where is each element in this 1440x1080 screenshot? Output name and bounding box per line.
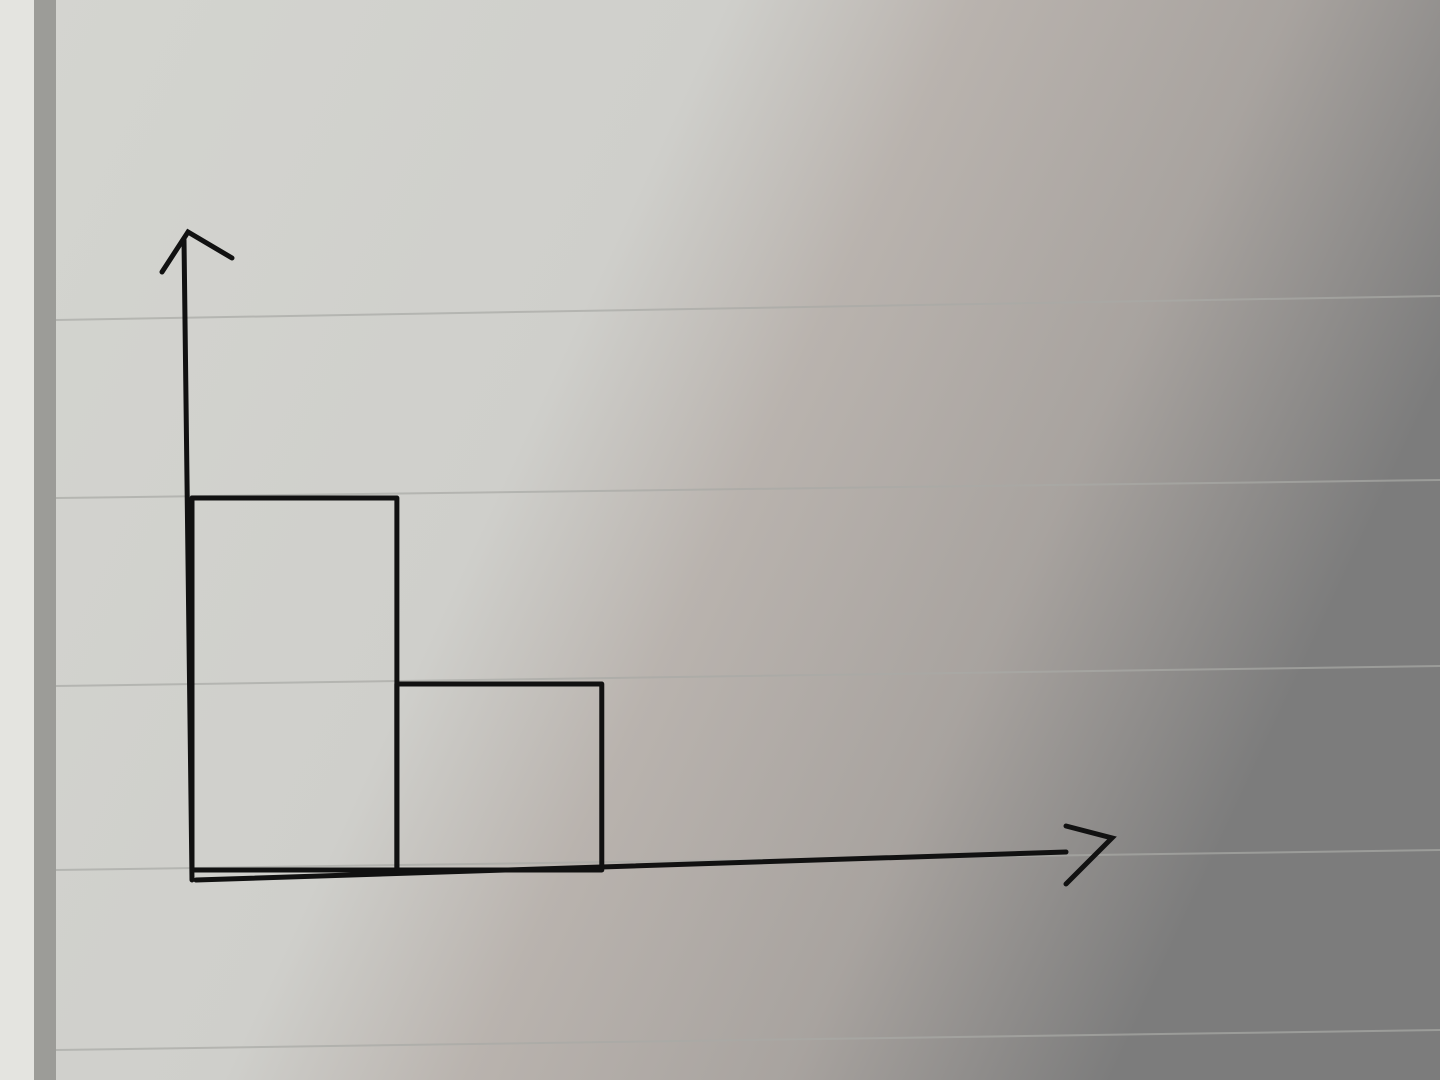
y-axis-arrow (159, 228, 235, 275)
ruled-lines (55, 295, 1440, 1051)
ruled-line (55, 479, 1440, 499)
ruled-line (55, 1029, 1440, 1051)
ruled-line (55, 665, 1440, 687)
page-binding (34, 0, 56, 1080)
x-axis-arrow (1063, 823, 1117, 887)
page-edge (0, 0, 34, 1080)
bar (394, 681, 605, 873)
ruled-line (55, 295, 1440, 321)
x-axis (193, 849, 1069, 883)
